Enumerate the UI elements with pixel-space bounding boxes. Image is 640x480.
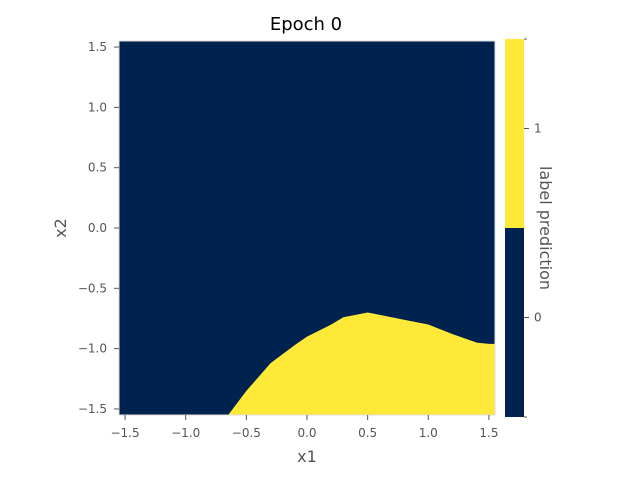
x-tick-label: 1.5 — [479, 426, 498, 440]
x-tick-label: 1.0 — [419, 426, 438, 440]
y-tick-label: 1.0 — [88, 100, 107, 114]
x-tick-label: −1.5 — [110, 426, 139, 440]
colorbar-tick-label: 0 — [534, 311, 542, 325]
y-axis-label: x2 — [51, 218, 70, 238]
class-1-region — [228, 312, 495, 415]
x-tick-label: 0.0 — [297, 426, 316, 440]
y-axis: −1.5 −1.0 −0.5 0.0 0.5 1.0 1.5 — [78, 40, 119, 416]
x-axis-label: x1 — [297, 447, 317, 466]
y-tick-label: 1.5 — [88, 40, 107, 54]
colorbar: 01 — [505, 38, 542, 418]
plot-area — [118, 40, 496, 416]
chart-title: Epoch 0 — [270, 14, 342, 35]
y-tick-label: −1.0 — [78, 342, 107, 356]
x-tick-label: −1.0 — [171, 426, 200, 440]
y-tick-label: −0.5 — [78, 281, 107, 295]
x-axis: −1.5 −1.0 −0.5 0.0 0.5 1.0 1.5 — [110, 415, 498, 440]
y-tick-label: 0.0 — [88, 221, 107, 235]
colorbar-segment-0 — [505, 228, 524, 417]
colorbar-tick-label: 1 — [534, 122, 542, 136]
colorbar-segment-1 — [505, 39, 524, 228]
x-tick-label: 0.5 — [358, 426, 377, 440]
y-tick-label: −1.5 — [78, 402, 107, 416]
x-tick-label: −0.5 — [232, 426, 261, 440]
y-tick-label: 0.5 — [88, 161, 107, 175]
colorbar-label: label prediction — [536, 166, 555, 290]
